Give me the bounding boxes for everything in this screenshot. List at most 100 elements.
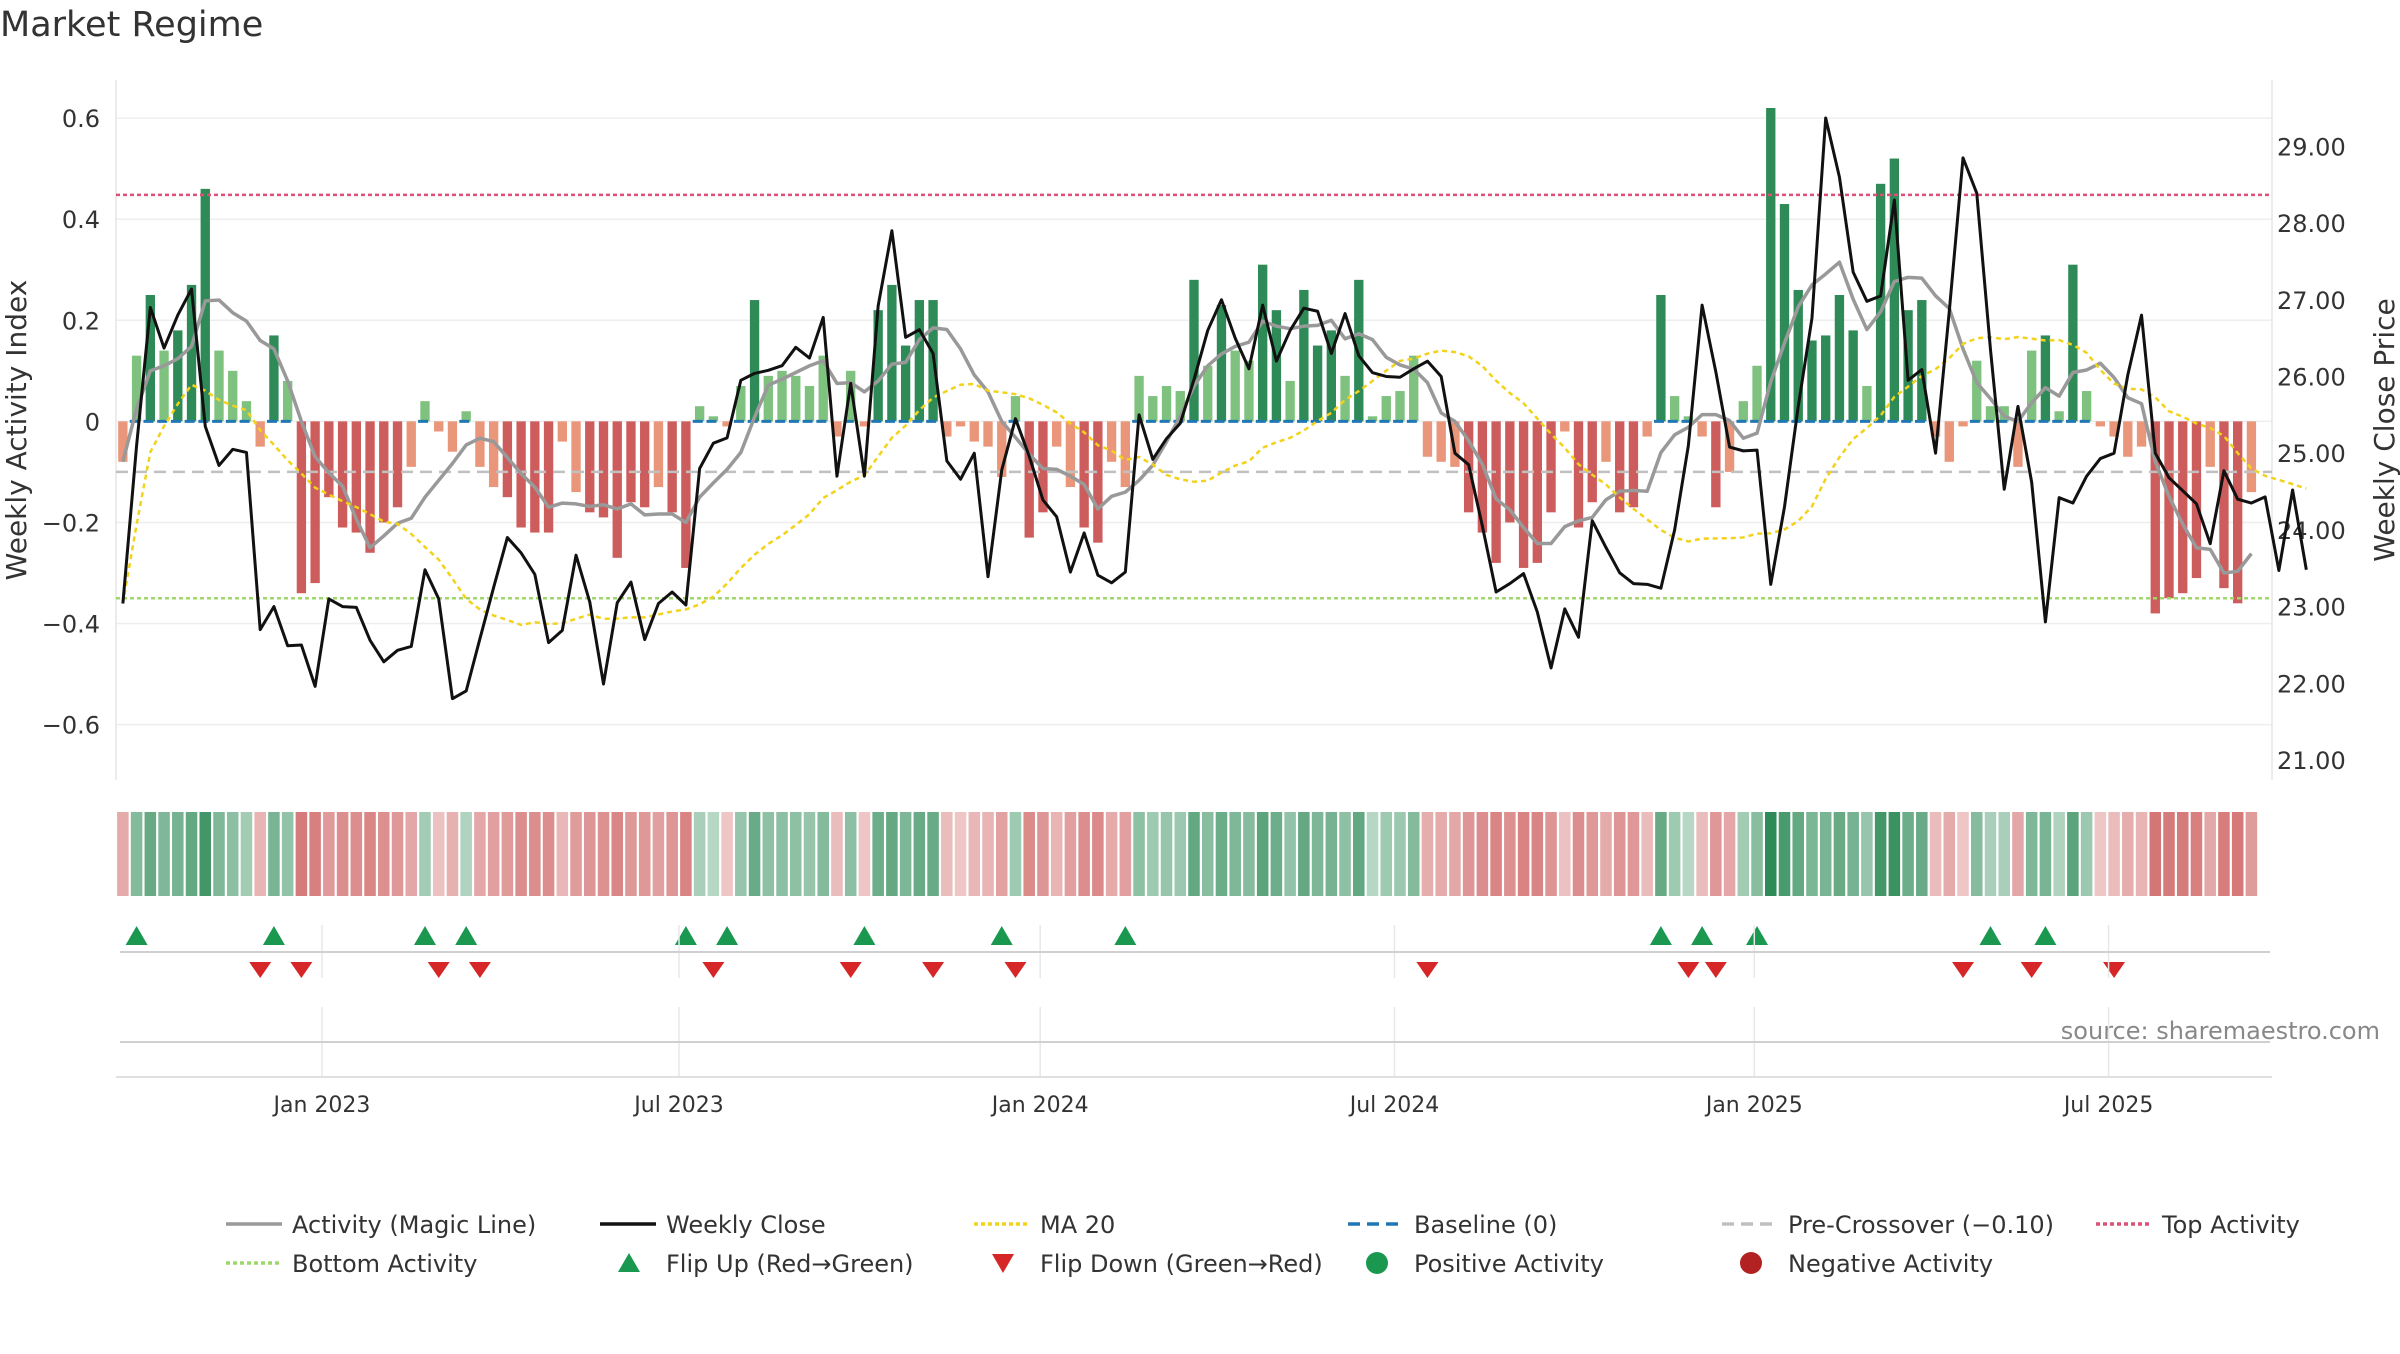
regime-strip-cell [707,812,720,896]
x-tick-label: Jan 2024 [990,1093,1089,1118]
regime-strip-cell [1188,812,1200,896]
legend-flip-up-icon [618,1253,640,1272]
regime-strip-cell [2025,812,2038,896]
legend-item: Bottom Activity [226,1250,477,1278]
regime-strip-cell [1517,812,1530,896]
legend: Activity (Magic Line) Weekly Close MA 20 Ba… [226,1211,2300,1278]
regime-strip-cell [1435,812,1447,896]
activity-bar [1573,421,1584,528]
activity-bar [310,421,320,584]
activity-bar [1299,289,1309,422]
regime-strip-cell [1009,812,1022,896]
activity-bar [1944,421,1954,462]
regime-strip-cell [501,812,514,896]
flip-down-marker [427,962,450,978]
activity-bar [1093,421,1103,543]
regime-strip-cell [1819,812,1832,896]
activity-bar [859,421,870,427]
activity-bar [255,421,265,447]
x-tick-label: Jul 2023 [632,1093,724,1118]
regime-strip-cell [529,812,541,896]
regime-strip-cell [652,812,665,896]
activity-bar [1917,300,1927,422]
activity-bar [269,335,279,422]
y-tick-label-left: −0.6 [42,712,100,740]
legend-dot-icon [1740,1252,1762,1274]
regime-strip-cell [254,812,266,896]
regime-strip-cell [1957,812,1969,896]
x-tick-label: Jan 2023 [272,1093,371,1118]
activity-bar [1834,295,1845,422]
regime-strip-cell [1751,812,1763,896]
regime-strip-cell [1160,812,1173,896]
flip-down-marker [922,962,945,978]
regime-strip-cell [1874,812,1887,896]
activity-bar [818,355,828,422]
activity-bar [282,380,293,422]
flip-down-marker [1004,962,1027,978]
flip-up-marker [990,926,1013,945]
legend-item: Weekly Close [600,1211,826,1239]
activity-bar [530,421,540,533]
regime-strip-cell [570,812,582,896]
activity-bar [1752,365,1762,422]
regime-strip-cell [1737,812,1750,896]
regime-strip-cell [1119,812,1132,896]
activity-bar [2095,421,2106,427]
flip-up-marker [413,926,436,945]
regime-strip-cell [982,812,994,896]
activity-bar [942,421,952,437]
activity-bar [997,421,1007,477]
legend-item: Positive Activity [1366,1250,1604,1278]
regime-strip-cell [2108,812,2120,896]
activity-bar [708,416,719,422]
activity-bar [2068,264,2078,422]
regime-strip-cell [844,812,857,896]
activity-bar [1189,279,1199,422]
regime-strip-cell [1792,812,1804,896]
regime-strip-cell [1998,812,2010,896]
activity-bar [1230,350,1240,422]
regime-strip-cell [295,812,308,896]
regime-strip-cell [735,812,747,896]
legend-label: Top Activity [2161,1211,2300,1239]
regime-strip-cell [185,812,198,896]
activity-bar [543,421,554,533]
regime-strip-cell [1586,812,1599,896]
regime-strip-cell [2163,812,2175,896]
regime-strip-cell [803,812,816,896]
regime-strip-cell [2012,812,2024,896]
activity-bar [1409,355,1419,422]
activity-bar [1656,295,1666,422]
activity-bar [1271,310,1282,422]
regime-strip-cell [1092,812,1104,896]
activity-bar [214,350,224,422]
flip-up-marker [455,926,478,945]
activity-bar [1491,421,1501,563]
regime-strip-cell [1916,812,1928,896]
activity-bar [1683,416,1694,422]
flip-down-marker [1416,962,1439,978]
grid-layer: 0.6 0.4 0.2 0 −0.2 −0.4 −0.6 29.00 28.00 27.00 26.… [42,80,2346,780]
regime-strip-cell [2149,812,2162,896]
regime-strip-cell [1572,812,1585,896]
regime-strip-cell [1325,812,1338,896]
legend-label: Flip Down (Green→Red) [1040,1250,1323,1278]
legend-item: Flip Down (Green→Red) [992,1250,1323,1278]
regime-strip-cell [1655,812,1667,896]
regime-strip-cell [831,812,843,896]
activity-bar [1532,421,1542,563]
activity-bar [145,295,156,422]
y-axis-label-left: Weekly Activity Index [0,280,33,581]
activity-bar [763,375,773,422]
regime-strip-cell [1833,812,1846,896]
source-note: source: sharemaestro.com [2061,1017,2380,1045]
regime-strip-cell [432,812,445,896]
legend-label: Negative Activity [1788,1250,1993,1278]
activity-bar [1106,421,1117,462]
regime-strip-cell [899,812,912,896]
regime-strip-cell [2039,812,2052,896]
activity-bar [118,421,128,462]
activity-bar [612,421,622,558]
y-tick-label-right: 23.00 [2277,594,2346,622]
